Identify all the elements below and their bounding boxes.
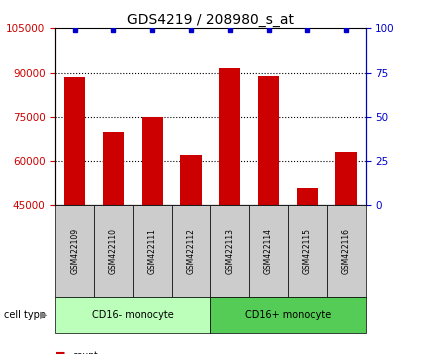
Text: GSM422110: GSM422110 [109,228,118,274]
Text: CD16- monocyte: CD16- monocyte [92,310,174,320]
Bar [210,297,366,333]
Bar [180,155,201,205]
Bar [219,68,241,205]
Text: GSM422115: GSM422115 [303,228,312,274]
Text: GSM422113: GSM422113 [225,228,234,274]
Bar [133,205,172,297]
Text: ■: ■ [55,351,66,354]
Bar [327,205,366,297]
Text: GSM422116: GSM422116 [342,228,351,274]
Bar [94,205,133,297]
Text: GSM422109: GSM422109 [70,228,79,274]
Text: cell type: cell type [4,310,46,320]
Bar [288,205,327,297]
Text: count: count [72,351,98,354]
Text: GSM422112: GSM422112 [187,228,196,274]
Bar [103,132,124,205]
Bar [249,205,288,297]
Title: GDS4219 / 208980_s_at: GDS4219 / 208980_s_at [127,13,294,27]
Text: GSM422114: GSM422114 [264,228,273,274]
Text: ▶: ▶ [40,310,48,320]
Bar [172,205,210,297]
Bar [55,297,210,333]
Bar [335,152,357,205]
Text: CD16+ monocyte: CD16+ monocyte [245,310,331,320]
Bar [297,188,318,205]
Bar [210,205,249,297]
Bar [64,77,85,205]
Text: GSM422111: GSM422111 [148,228,157,274]
Bar [258,75,279,205]
Bar [142,117,163,205]
Bar [55,205,94,297]
